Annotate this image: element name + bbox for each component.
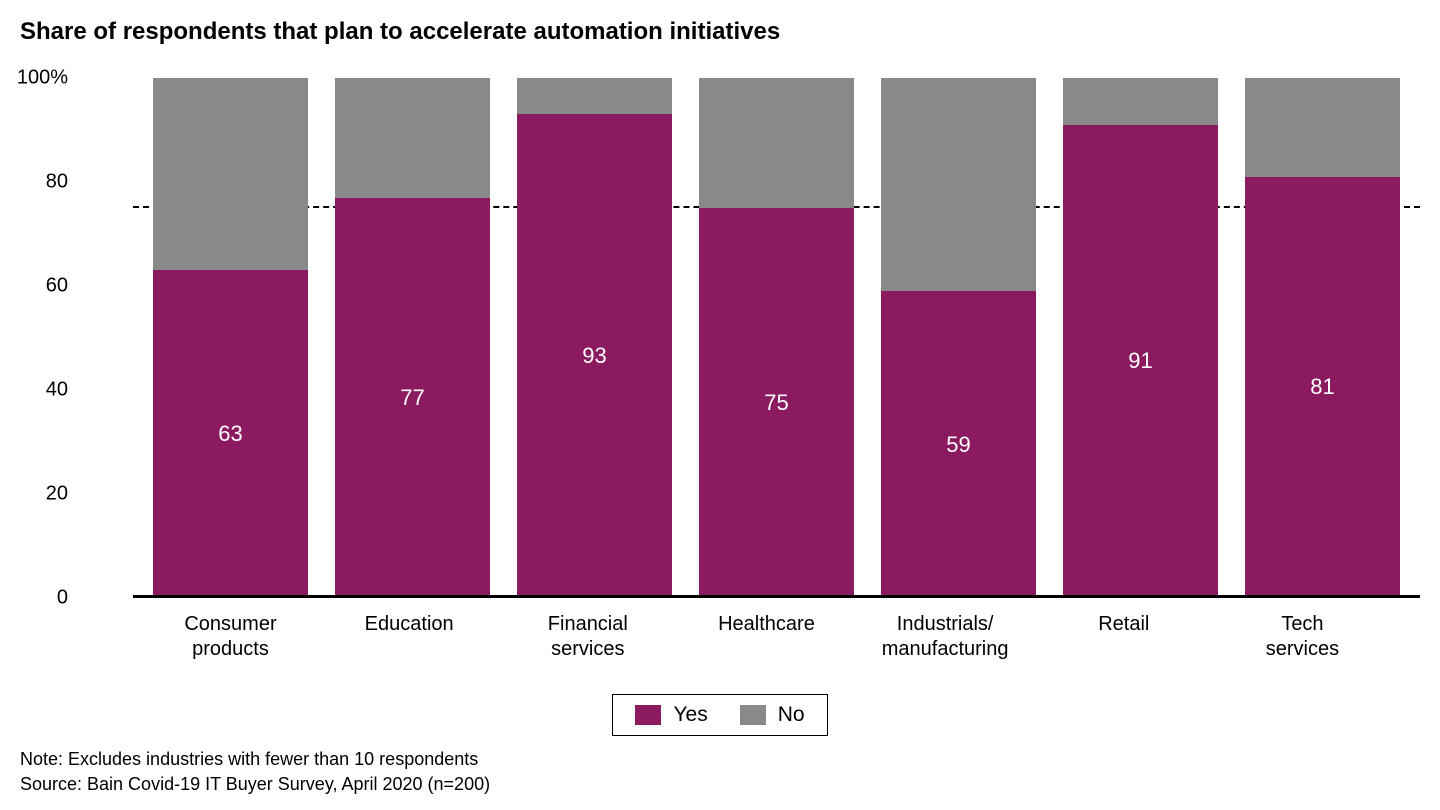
bar-segment-yes: 75 [699,208,854,598]
bar: 91 [1063,78,1218,598]
bar-segment-no [153,78,308,270]
x-axis-label: Consumer products [153,612,308,662]
x-axis-label: Retail [1046,612,1201,662]
bar-segment-yes: 63 [153,270,308,598]
bar-value-label: 93 [582,343,606,369]
bar: 93 [517,78,672,598]
legend-swatch-yes [635,705,661,725]
bar: 75 [699,78,854,598]
bar: 63 [153,78,308,598]
bar: 77 [335,78,490,598]
bar-value-label: 75 [764,390,788,416]
chart-container: Share of respondents that plan to accele… [0,0,1440,810]
plot-area: 63 77 93 75 59 91 81 [78,78,1420,598]
y-tick: 80 [10,171,68,194]
source-text: Source: Bain Covid-19 IT Buyer Survey, A… [20,772,490,796]
legend-item-yes: Yes [635,703,707,727]
bar-value-label: 91 [1128,348,1152,374]
bar: 59 [881,78,1036,598]
bar-value-label: 59 [946,432,970,458]
bar-segment-yes: 77 [335,198,490,598]
note-text: Note: Excludes industries with fewer tha… [20,747,490,771]
x-axis-label: Healthcare [689,612,844,662]
bar-segment-no [335,78,490,198]
legend-label-yes: Yes [673,703,707,727]
bar-segment-yes: 91 [1063,125,1218,598]
chart-plot-wrap: 020406080100% 63779375599181 [78,78,1420,598]
x-axis-label: Industrials/ manufacturing [868,612,1023,662]
x-axis-label: Tech services [1225,612,1380,662]
x-axis-labels: Consumer products Education Financial serv… [133,598,1400,662]
bar-value-label: 77 [400,385,424,411]
y-axis: 020406080100% [20,78,78,598]
bar: 81 [1245,78,1400,598]
bar-value-label: 63 [218,421,242,447]
bar-value-label: 81 [1310,374,1334,400]
x-axis-label: Financial services [510,612,665,662]
bar-segment-yes: 93 [517,114,672,598]
legend-label-no: No [778,703,805,727]
bar-segment-no [881,78,1036,291]
bar-segment-yes: 59 [881,291,1036,598]
y-tick: 60 [10,275,68,298]
bar-segment-no [699,78,854,208]
bar-segment-yes: 81 [1245,177,1400,598]
y-tick: 100% [10,67,68,90]
bars-group: 63 77 93 75 59 91 81 [133,78,1420,598]
bar-segment-no [1245,78,1400,177]
bar-segment-no [1063,78,1218,125]
footnotes: Note: Excludes industries with fewer tha… [20,747,490,796]
bar-segment-no [517,78,672,114]
legend-item-no: No [740,703,805,727]
y-tick: 0 [10,587,68,610]
legend-swatch-no [740,705,766,725]
x-axis-label: Education [332,612,487,662]
chart-title: Share of respondents that plan to accele… [20,18,1420,46]
legend: Yes No [612,694,827,736]
y-tick: 40 [10,379,68,402]
y-tick: 20 [10,483,68,506]
